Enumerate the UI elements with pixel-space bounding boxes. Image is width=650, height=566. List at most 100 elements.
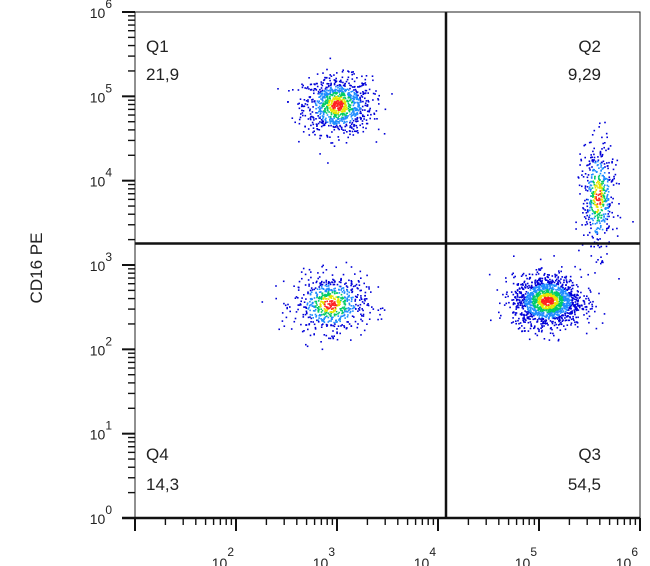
event-dot (333, 288, 335, 290)
event-dot (333, 325, 336, 328)
event-dot (336, 331, 338, 333)
event-dot (524, 305, 527, 308)
event-dot (344, 103, 346, 106)
event-dot (541, 291, 544, 293)
event-dot (342, 81, 344, 84)
event-dot (354, 109, 357, 112)
event-dot (589, 224, 592, 226)
event-dot (530, 301, 532, 304)
event-dot (599, 184, 601, 186)
event-dot (314, 287, 317, 289)
event-dot (277, 88, 279, 90)
event-dot (520, 292, 523, 295)
event-dot (518, 317, 520, 320)
event-dot (524, 293, 527, 295)
event-dot (334, 308, 337, 310)
event-dot (520, 301, 522, 303)
event-dot (321, 309, 324, 312)
event-dot (321, 294, 324, 297)
event-dot (298, 280, 301, 283)
event-dot (505, 280, 507, 283)
event-dot (575, 306, 578, 308)
event-dot (334, 290, 337, 292)
event-dot (596, 222, 598, 224)
event-dot (553, 284, 555, 286)
event-dot (596, 233, 599, 235)
event-dot (346, 120, 348, 123)
event-dot (561, 314, 564, 316)
event-dot (535, 291, 537, 294)
event-dot (587, 198, 589, 201)
event-dot (354, 114, 357, 116)
event-dot (574, 323, 577, 326)
event-dot (575, 309, 578, 312)
event-dot (325, 283, 328, 286)
event-dot (354, 285, 357, 287)
event-dot (322, 323, 324, 325)
event-dot (511, 273, 513, 276)
event-dot (309, 304, 311, 307)
event-dot (330, 99, 332, 102)
event-dot (308, 283, 310, 286)
event-dot (556, 283, 558, 285)
event-dot (550, 301, 552, 303)
event-dot (318, 129, 321, 131)
event-dot (597, 160, 599, 163)
event-dot (546, 274, 549, 276)
event-dot (573, 305, 576, 308)
y-axis-label: CD16 PE (27, 233, 46, 304)
event-dot (371, 75, 374, 77)
event-dot (596, 232, 599, 234)
event-dot (324, 91, 327, 93)
event-dot (531, 273, 534, 276)
event-dot (576, 299, 578, 302)
event-dot (354, 308, 357, 310)
event-dot (525, 298, 527, 301)
event-dot (343, 310, 346, 312)
event-dot (551, 275, 554, 277)
event-dot (351, 73, 353, 76)
event-dot (321, 107, 323, 109)
event-dot (603, 200, 605, 203)
event-dot (331, 105, 334, 107)
event-dot (349, 311, 351, 314)
event-dot (578, 297, 581, 299)
event-dot (550, 282, 552, 284)
event-dot (599, 154, 602, 156)
event-dot (314, 133, 316, 136)
event-dot (539, 300, 542, 303)
event-dot (316, 319, 318, 322)
event-dot (599, 238, 601, 240)
event-dot (327, 293, 330, 295)
event-dot (333, 98, 336, 101)
event-dot (336, 328, 338, 330)
event-dot (335, 102, 337, 105)
event-dot (580, 291, 582, 294)
event-dot (360, 95, 363, 97)
event-dot (344, 83, 346, 85)
event-dot (512, 321, 515, 323)
event-dot (356, 101, 358, 104)
event-dot (344, 97, 347, 100)
event-dot (541, 304, 544, 306)
event-dot (565, 319, 567, 321)
event-dot (527, 308, 529, 311)
event-dot (515, 292, 517, 294)
event-dot (569, 316, 571, 318)
event-dot (346, 321, 348, 323)
event-dot (543, 325, 545, 327)
event-dot (595, 197, 597, 200)
event-dot (595, 171, 598, 173)
event-dot (348, 302, 351, 305)
event-dot (325, 334, 328, 337)
event-dot (312, 317, 314, 319)
event-dot (346, 316, 349, 318)
event-dot (340, 325, 342, 327)
event-dot (314, 102, 317, 104)
event-dot (351, 118, 354, 120)
event-dot (558, 319, 560, 322)
event-dot (600, 225, 602, 227)
event-dot (337, 325, 340, 327)
event-dot (357, 120, 359, 122)
event-dot (601, 148, 603, 150)
